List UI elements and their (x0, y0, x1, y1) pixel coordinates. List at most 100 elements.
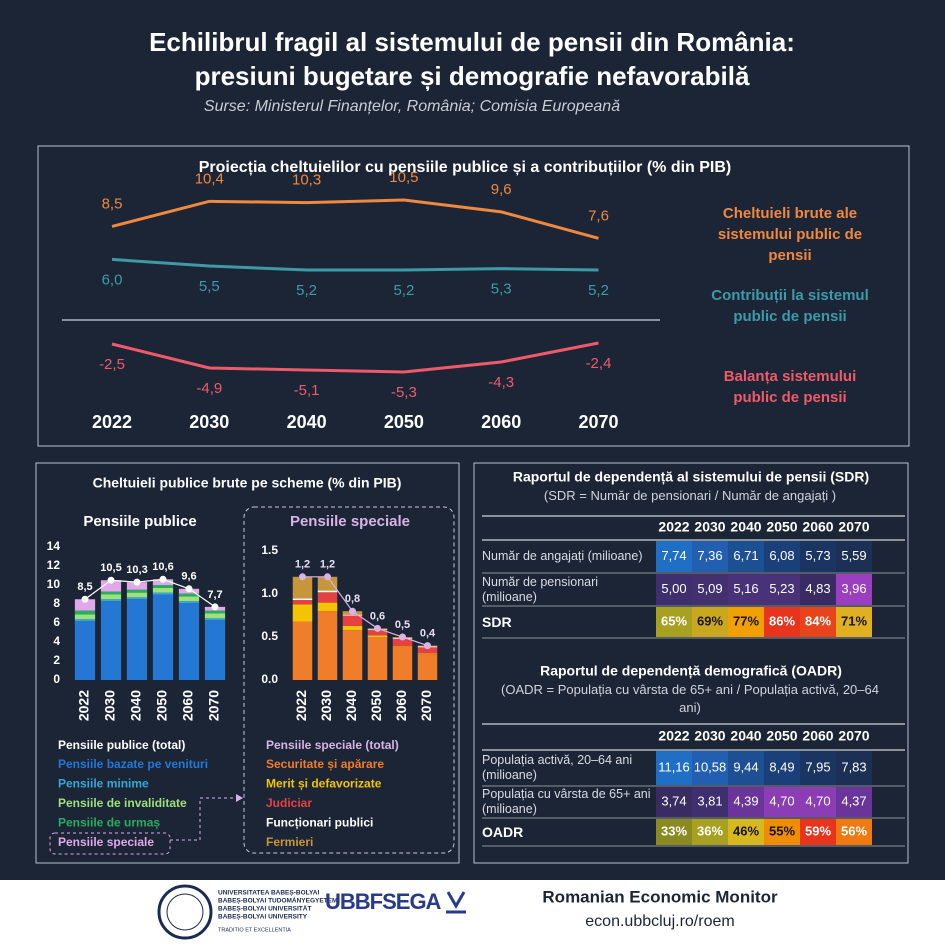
value-label: 9,6 (491, 181, 512, 198)
legend-label-box: Cheltuieli brute ale sistemului public d… (717, 205, 863, 264)
column-header: 2060 (802, 519, 833, 535)
series-line (111, 257, 599, 272)
value-label: 5,2 (296, 282, 317, 299)
table-cell (836, 607, 872, 637)
table-cell (692, 541, 728, 572)
cell-value: 36% (697, 823, 723, 838)
table-cell (728, 751, 764, 785)
university-motto: TRADITIO ET EXCELLENTIA (218, 927, 291, 933)
bar-segment (204, 610, 226, 614)
cell-value: 7,95 (805, 759, 830, 774)
row-label-box: Număr de angajați (milioane) (482, 549, 643, 563)
column-header: 2040 (730, 519, 761, 535)
bar-segment (367, 630, 388, 636)
y-tick-label: 12 (47, 558, 61, 572)
university-name: BABEȘ-BOLYAI TUDOMÁNYEGYETEM (218, 896, 337, 905)
value-label: 10,5 (389, 169, 418, 186)
cell-value: 6,71 (733, 548, 758, 563)
cell-value: 55% (769, 823, 795, 838)
legend-label-box: Balanța sistemului public de pensii (724, 368, 857, 406)
table-subtitle: (OADR = Populația cu vârsta de 65+ ani /… (501, 682, 879, 715)
bar-segment (204, 618, 226, 621)
cell-value: 86% (769, 613, 795, 628)
table-cell (692, 787, 728, 817)
column-header: 2022 (658, 728, 689, 744)
table-cell (728, 607, 764, 637)
cell-value: 5,16 (733, 581, 758, 596)
cell-value: 4,37 (841, 793, 866, 808)
table-cell (692, 607, 728, 637)
cell-value: 5,59 (841, 548, 866, 563)
table-cell (728, 574, 764, 605)
total-line (302, 576, 428, 647)
faculty-logo: UBBFSEGA (325, 889, 442, 914)
university-name: BABEȘ-BOLYAI UNIVERSITY (218, 914, 308, 921)
bar-segment (100, 599, 122, 602)
y-tick-label: 0.0 (261, 672, 278, 686)
footer-band (0, 880, 945, 946)
bar-segment (417, 654, 438, 680)
total-marker (324, 573, 331, 581)
bar-segment (292, 604, 313, 622)
cell-value: 7,36 (697, 548, 722, 563)
value-label: 5,2 (393, 282, 414, 299)
table-cell (800, 607, 836, 637)
bar-segment (74, 610, 96, 615)
table-cell (656, 607, 692, 637)
left-panel-frame (35, 462, 460, 864)
legend-label: Cheltuieli brute ale sistemului public d… (717, 205, 863, 264)
university-name: UNIVERSITATEA BABEȘ-BOLYAI (218, 890, 319, 897)
bar-segment (74, 621, 96, 680)
legend-label: Pensiile bazate pe venituri (58, 757, 208, 771)
value-label: 10,3 (126, 564, 147, 576)
university-name: BABEȘ-BOLYAI UNIVERSITÄT (218, 905, 311, 913)
title-line: presiuni bugetare și demografie nefavora… (195, 61, 750, 91)
bar-segment (100, 591, 122, 595)
x-tick-label: 2050 (154, 690, 170, 721)
fsega-logo (446, 891, 466, 914)
x-tick-label: 2040 (343, 690, 359, 721)
bar-segment (126, 592, 148, 598)
x-tick-label: 2022 (293, 690, 309, 721)
table-cell (836, 751, 872, 785)
legend-label: Merit și defavorizate (266, 777, 382, 791)
cell-value: 11,16 (658, 759, 690, 774)
table-cell (800, 787, 836, 817)
y-tick-label: 8 (53, 596, 60, 610)
bar-segment (292, 621, 313, 680)
value-label: 5,2 (588, 282, 609, 299)
legend-label: Pensiile speciale (58, 835, 154, 849)
table-subtitle-box: (SDR = Număr de pensionari / Număr de an… (544, 488, 836, 503)
y-tick-label: 10 (47, 577, 61, 591)
x-tick-label: 2022 (92, 412, 132, 432)
column-header: 2050 (766, 519, 797, 535)
cell-value: 56% (841, 823, 867, 838)
bar-segment (367, 635, 388, 637)
bar-segment (126, 599, 148, 680)
x-tick-label: 2070 (418, 690, 434, 721)
bar-segment (126, 597, 148, 600)
column-header: 2030 (694, 519, 725, 535)
bar-segment (178, 596, 200, 602)
bar-segment (317, 611, 338, 680)
value-label: 0,8 (345, 593, 360, 605)
x-tick-label: 2070 (578, 412, 618, 432)
bar-segment (100, 601, 122, 680)
value-label: 0,5 (395, 619, 410, 631)
table-cell (800, 574, 836, 605)
bar-segment (342, 615, 363, 626)
row-label: OADR (482, 823, 524, 840)
y-tick-label: 1.0 (261, 586, 278, 600)
cell-value: 5,09 (697, 581, 722, 596)
y-tick-label: 6 (53, 615, 60, 629)
table-cell (764, 541, 800, 572)
table-cell (728, 787, 764, 817)
row-label-box: Populația cu vârsta de 65+ ani (milioane… (482, 787, 651, 816)
total-marker (185, 585, 193, 593)
right-panel-frame (473, 462, 909, 864)
value-label: 10,6 (152, 561, 173, 573)
bar-segment (100, 594, 122, 600)
total-marker (299, 573, 306, 581)
table-cell (656, 819, 692, 845)
